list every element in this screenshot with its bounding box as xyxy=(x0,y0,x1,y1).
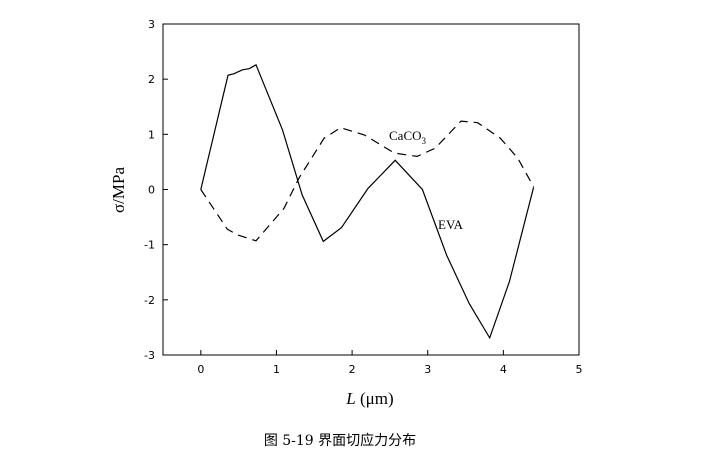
x-axis-label: L (μm) xyxy=(345,389,393,408)
series-line-caco3 xyxy=(200,120,535,242)
y-tick-label: 3 xyxy=(148,18,155,31)
y-tick-label: 2 xyxy=(148,73,155,86)
x-tick-label: 2 xyxy=(349,363,356,376)
y-tick-label: 0 xyxy=(148,184,155,197)
series-line-eva xyxy=(200,63,535,340)
annotation-caco3: CaCO3 xyxy=(389,128,427,146)
y-tick-label: 1 xyxy=(148,128,155,141)
x-tick-label: 1 xyxy=(273,363,280,376)
x-tick-label: 0 xyxy=(197,363,204,376)
x-tick-label: 5 xyxy=(576,363,583,376)
x-tick-label: 4 xyxy=(500,363,507,376)
y-tick-label: -2 xyxy=(144,294,155,307)
y-tick-label: -1 xyxy=(144,239,155,252)
figure-caption: 图 5-19 界面切应力分布 xyxy=(264,432,416,449)
x-tick-label: 3 xyxy=(424,363,431,376)
y-axis-label: σ/MPa xyxy=(109,167,128,213)
y-tick-label: -3 xyxy=(144,349,155,362)
annotation-eva: EVA xyxy=(438,217,464,232)
plot-frame xyxy=(162,23,580,356)
